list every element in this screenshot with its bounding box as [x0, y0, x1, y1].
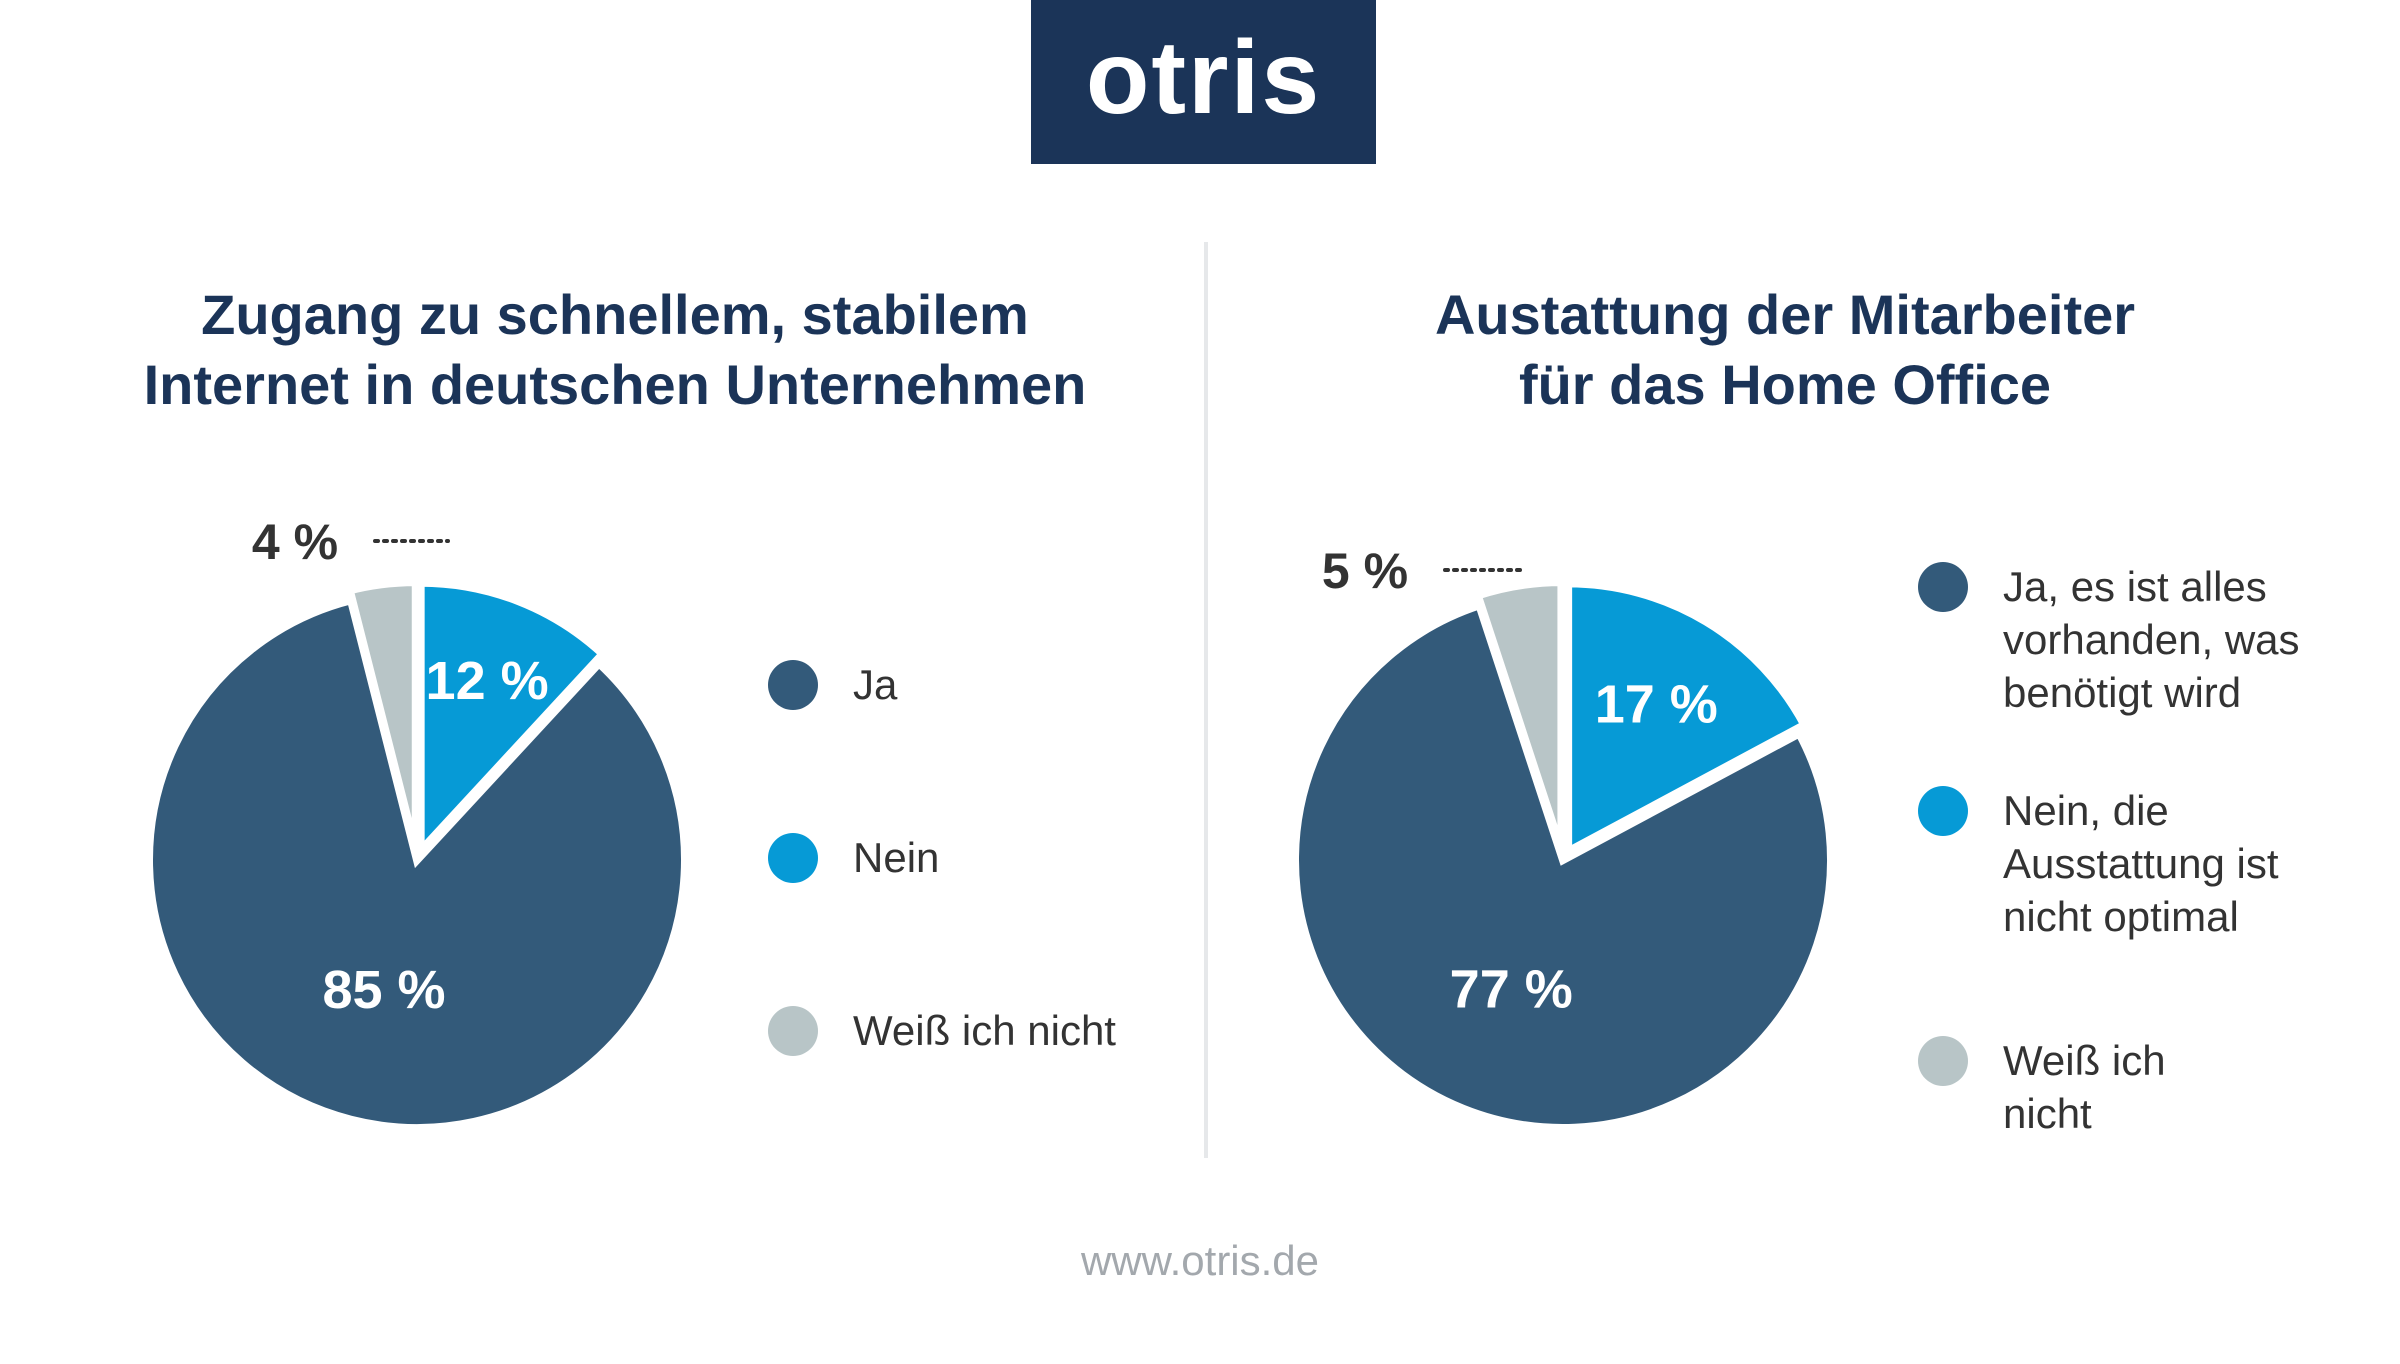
data-label-nein: 17 % [1595, 674, 1718, 734]
legend-label: Ja, es ist alles vorhanden, was benötigt… [2003, 560, 2300, 719]
legend-label-line: Ausstattung ist [2003, 840, 2279, 887]
data-label-weiss: 5 % [1322, 543, 1408, 599]
legend-label-line: Ja [853, 661, 898, 708]
logo-text: otris [1085, 20, 1322, 136]
legend-label-line: nicht [2003, 1090, 2092, 1137]
legend-label: Nein [853, 831, 939, 884]
legend-label-line: Ja, es ist alles [2003, 563, 2267, 610]
data-label-ja: 85 % [322, 960, 445, 1020]
chart-title-homeoffice: Austattung der Mitarbeiter für das Home … [1235, 280, 2335, 420]
pie-slice-weiss [1472, 578, 1566, 852]
legend-swatch-weiss [1918, 1036, 1968, 1086]
legend-label-line: vorhanden, was [2003, 616, 2300, 663]
legend-item-weiss: Weiß ich nicht [768, 1006, 1116, 1057]
chart-title-line: Zugang zu schnellem, stabilem [201, 283, 1029, 346]
legend-item-nein-homeoffice: Nein, die Ausstattung ist nicht optimal [1918, 786, 2278, 943]
legend-swatch-weiss [768, 1006, 818, 1056]
legend-item-ja-homeoffice: Ja, es ist alles vorhanden, was benötigt… [1918, 562, 2300, 719]
legend-item-weiss-homeoffice: Weiß ich nicht [1918, 1036, 2166, 1140]
legend-label: Weiß ich nicht [853, 1004, 1116, 1057]
footer-url: www.otris.de [1080, 1237, 1320, 1284]
legend-label: Weiß ich nicht [2003, 1034, 2166, 1140]
legend-label-line: benötigt wird [2003, 669, 2242, 716]
legend-label-line: Nein, die [2003, 787, 2169, 834]
pie-slice-ja [1291, 600, 1835, 1132]
pie-slice-ja [145, 595, 689, 1132]
legend-item-nein: Nein [768, 833, 939, 884]
legend-swatch-ja [1918, 562, 1968, 612]
data-label-nein: 12 % [426, 651, 549, 711]
legend-swatch-nein [768, 833, 818, 883]
otris-logo: otris [1031, 0, 1376, 164]
chart-title-line: Austattung der Mitarbeiter [1434, 283, 2136, 346]
legend-swatch-ja [768, 660, 818, 710]
legend-label-line: nicht optimal [2003, 893, 2239, 940]
pie-slice-nein [1564, 579, 1810, 859]
legend-label-line: Weiß ich nicht [853, 1007, 1116, 1054]
chart-title-line: für das Home Office [1518, 353, 2052, 416]
legend-item-ja: Ja [768, 660, 897, 711]
legend-label: Ja [853, 658, 897, 711]
pie-slice-nein [416, 578, 609, 861]
legend-label-line: Weiß ich [2003, 1037, 2166, 1084]
pie-slice-weiss [344, 578, 420, 852]
chart-title-internet: Zugang zu schnellem, stabilem Internet i… [65, 280, 1165, 420]
legend-label: Nein, die Ausstattung ist nicht optimal [2003, 784, 2278, 943]
legend-label-line: Nein [853, 834, 940, 881]
chart-title-line: Internet in deutschen Unternehmen [143, 353, 1087, 416]
legend-swatch-nein [1918, 786, 1968, 836]
data-label-weiss: 4 % [252, 514, 338, 570]
data-label-ja: 77 % [1450, 959, 1573, 1019]
center-divider [1204, 242, 1208, 1158]
